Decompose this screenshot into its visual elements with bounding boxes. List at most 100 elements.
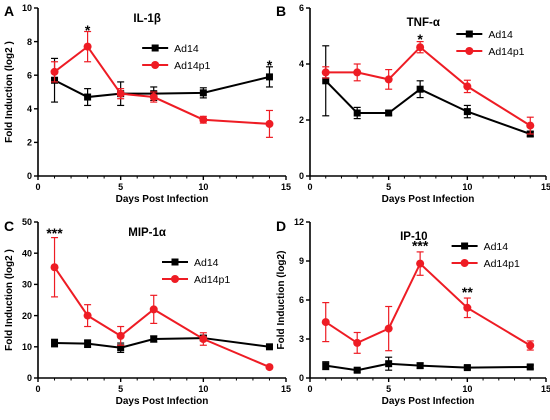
- y-tick-label: 0: [27, 171, 32, 181]
- data-point: [321, 318, 330, 327]
- y-tick-label: 8: [27, 37, 32, 47]
- series-line: [53, 45, 270, 125]
- data-point: [322, 362, 330, 370]
- series-line: [53, 266, 270, 369]
- panel-letter: D: [276, 218, 286, 234]
- chart-title: IP-10: [400, 231, 428, 243]
- significance-marker: ***: [412, 237, 429, 253]
- data-point: [385, 109, 393, 117]
- data-point: [50, 263, 59, 272]
- panel-c: C 0 10 20 30 40 50 0 5 10 15 Days Post Infection Fol…: [4, 217, 291, 407]
- x-tick-label: 0: [307, 384, 312, 394]
- legend: Ad14 Ad14p1: [456, 29, 525, 58]
- series-line: [325, 362, 531, 372]
- data-point: [353, 109, 361, 117]
- series-ad14: [51, 334, 273, 354]
- legend-marker: [460, 259, 469, 267]
- series-line: [325, 80, 531, 135]
- legend: Ad14 Ad14p1: [451, 241, 520, 270]
- x-tick-label: 5: [386, 384, 391, 394]
- data-point: [385, 360, 393, 368]
- data-point: [463, 303, 472, 312]
- data-point: [199, 89, 207, 97]
- y-tick-label: 10: [22, 342, 32, 352]
- x-tick-label: 0: [307, 182, 312, 192]
- data-point: [116, 89, 125, 98]
- x-axis-label: Days Post Infection: [116, 194, 209, 205]
- data-point: [265, 363, 274, 372]
- legend-marker: [461, 242, 469, 250]
- y-tick-label: 4: [27, 104, 32, 114]
- y-tick-label: 0: [27, 373, 32, 383]
- data-point: [84, 340, 92, 348]
- data-point: [526, 121, 535, 130]
- data-point: [83, 311, 92, 320]
- legend-label: Ad14p1: [488, 46, 524, 58]
- y-axis-label: Fold Induction (log2 ): [4, 249, 15, 351]
- data-point: [84, 93, 92, 101]
- data-point: [117, 344, 125, 352]
- y-tick-label: 3: [299, 334, 304, 344]
- chart-title: TNF-α: [407, 17, 440, 29]
- legend-marker: [171, 275, 179, 283]
- data-point: [321, 68, 330, 77]
- data-point: [199, 335, 208, 343]
- y-tick-label: 9: [299, 256, 304, 266]
- data-point: [199, 115, 208, 124]
- y-tick-label: 30: [22, 280, 32, 290]
- x-tick-label: 10: [462, 182, 472, 192]
- data-point: [265, 343, 273, 351]
- y-tick-label: 50: [22, 217, 32, 227]
- data-point: [416, 85, 424, 93]
- series-ad14: [51, 57, 273, 107]
- significance-marker: *: [267, 57, 273, 73]
- data-point: [83, 42, 92, 51]
- legend-label: Ad14: [174, 43, 199, 55]
- x-tick-label: 15: [541, 182, 550, 192]
- x-tick-label: 5: [118, 182, 123, 192]
- x-tick-label: 10: [462, 384, 472, 394]
- data-point: [463, 364, 471, 372]
- series-line: [54, 75, 270, 99]
- data-point: [526, 341, 535, 350]
- series-ad14p1: [321, 40, 535, 135]
- significance-marker: **: [462, 284, 473, 300]
- chart-title: MIP-1α: [128, 227, 166, 239]
- series-ad14: [322, 45, 534, 138]
- y-tick-label: 6: [299, 295, 304, 305]
- x-axis-label: Days Post Infection: [382, 396, 475, 407]
- data-point: [149, 93, 158, 102]
- y-tick-label: 12: [294, 217, 304, 227]
- legend-marker: [171, 258, 179, 266]
- legend-label: Ad14: [488, 29, 513, 41]
- significance-marker: ***: [46, 225, 63, 241]
- x-tick-label: 15: [541, 384, 550, 394]
- y-axis-label: Fold Induction (log2): [276, 251, 287, 350]
- data-point: [353, 68, 362, 77]
- x-tick-label: 0: [35, 384, 40, 394]
- significance-marker: *: [417, 31, 423, 47]
- y-tick-label: 2: [27, 138, 32, 148]
- data-point: [116, 331, 125, 340]
- panel-b: B 0 2 4 6 0 5 10 15 Days Post Infection TNF-α * Ad14…: [276, 3, 550, 205]
- legend: Ad14 Ad14p1: [142, 43, 211, 72]
- series-line: [325, 261, 531, 347]
- series-ad14p1: [321, 251, 535, 354]
- panel-letter: A: [4, 3, 14, 19]
- x-tick-label: 10: [198, 384, 208, 394]
- x-tick-label: 0: [35, 182, 40, 192]
- legend-marker: [151, 44, 159, 52]
- data-point: [150, 335, 158, 343]
- series-line: [54, 337, 270, 349]
- data-point: [384, 75, 393, 84]
- data-point: [265, 119, 274, 128]
- legend-marker: [465, 30, 473, 38]
- series-ad14: [322, 356, 534, 374]
- panel-d: D 0 3 6 9 12 0 5 10 15 Days Post Infection Fold Ind…: [276, 217, 550, 407]
- series-ad14p1: [50, 237, 274, 372]
- significance-marker: *: [85, 22, 91, 38]
- x-tick-label: 5: [386, 182, 391, 192]
- x-tick-label: 5: [118, 384, 123, 394]
- legend-label: Ad14: [484, 241, 509, 253]
